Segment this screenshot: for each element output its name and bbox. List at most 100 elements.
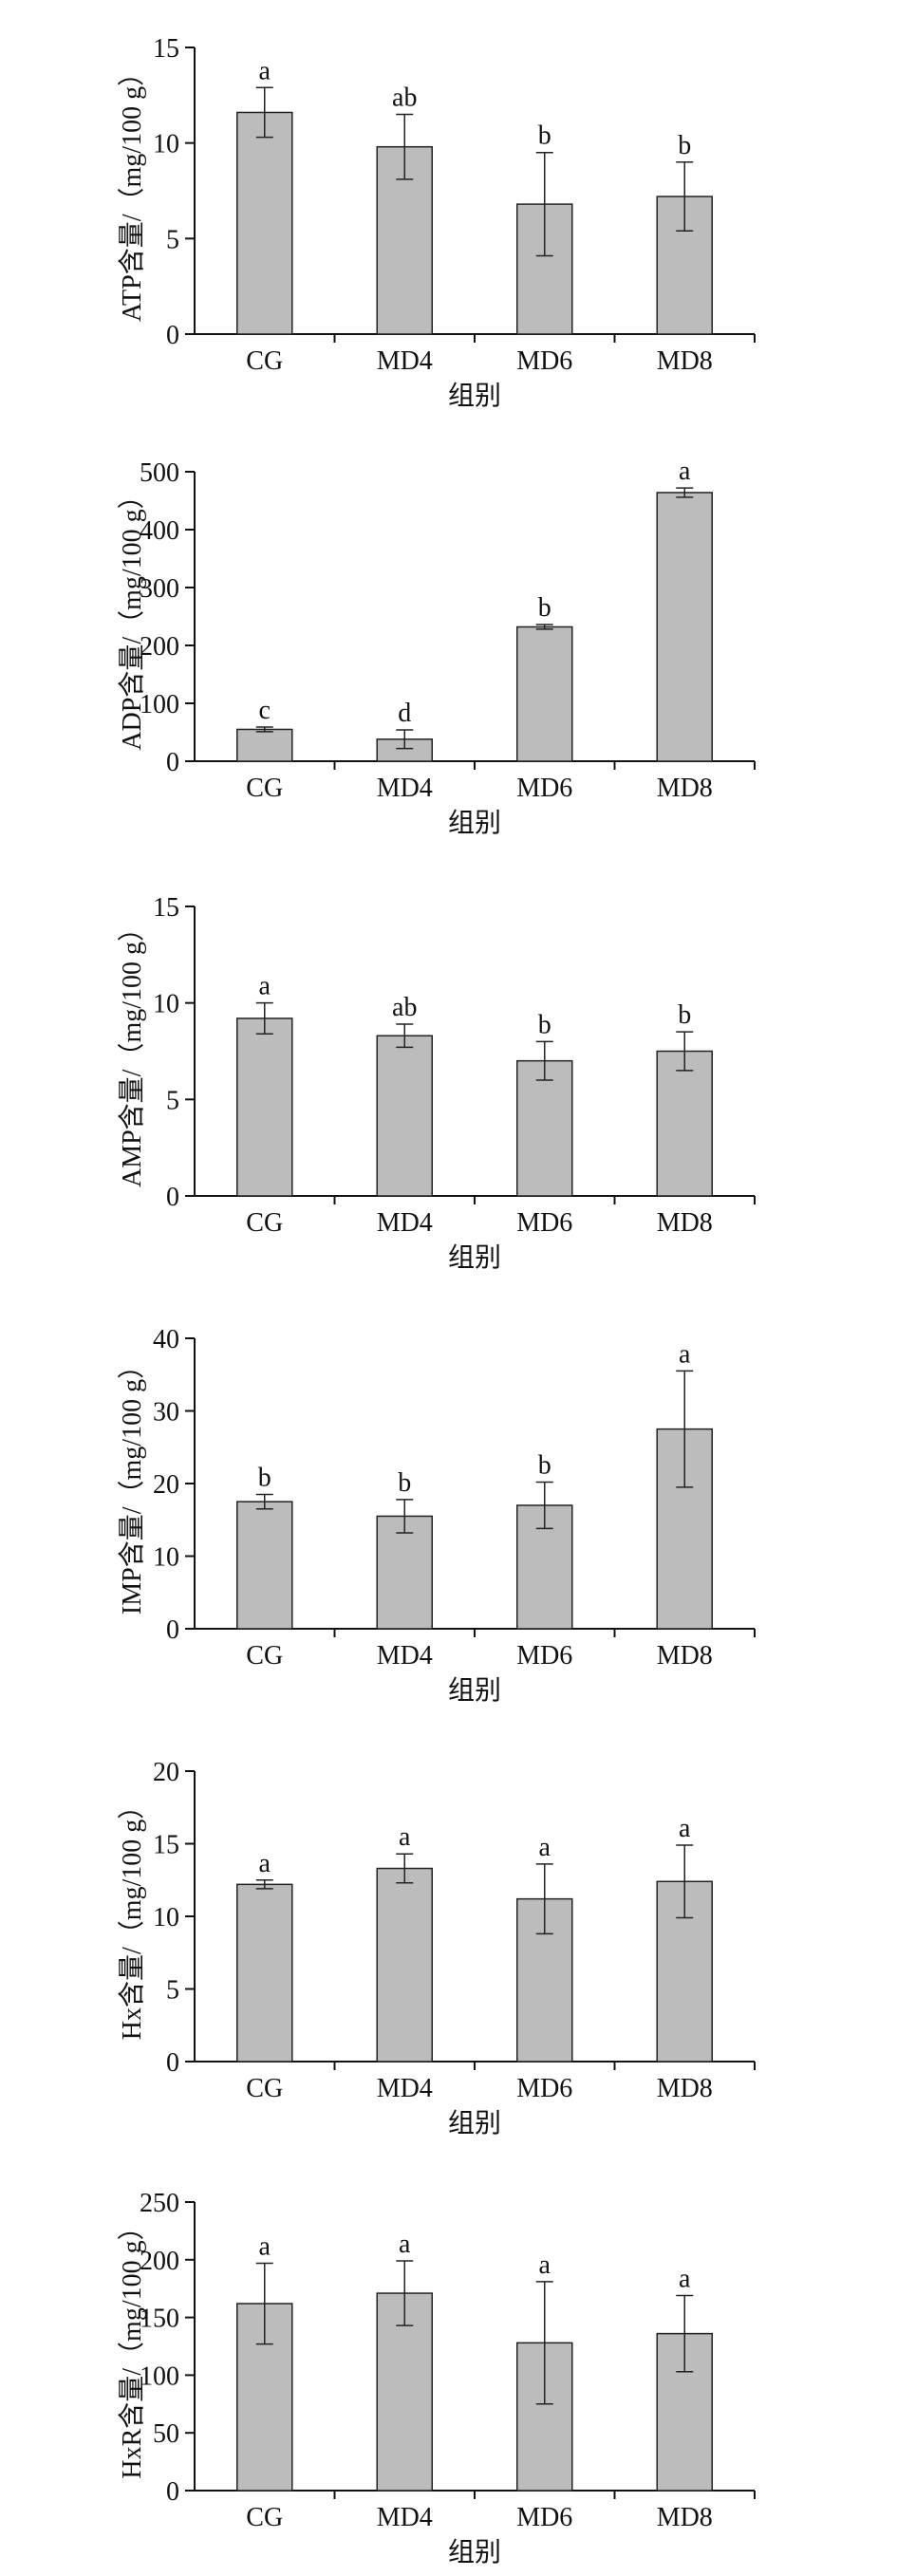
bar-md4 [376, 1035, 433, 1197]
bar-md8 [656, 492, 713, 762]
x-axis-title: 组别 [448, 1675, 501, 1706]
y-tick-label: 10 [153, 990, 179, 1019]
x-tick-label: MD8 [657, 2503, 713, 2532]
significance-label: b [538, 121, 551, 151]
x-tick-label: MD4 [377, 346, 433, 376]
y-tick-label: 5 [166, 1976, 179, 2006]
y-tick-label: 0 [166, 2477, 179, 2507]
x-tick-label: MD8 [657, 2074, 713, 2103]
bar-md8 [656, 1050, 713, 1197]
x-tick-label: CG [246, 774, 283, 803]
significance-label: b [538, 593, 551, 623]
bar-md4 [376, 145, 433, 335]
significance-label: ab [392, 993, 417, 1022]
y-tick-label: 0 [166, 1615, 179, 1645]
chart-2: 0 100 200 300 400 500 c CG d MD4 b MD6 a MD8 组别 ADP含量/（… [117, 457, 756, 838]
y-tick-label: 0 [166, 321, 179, 350]
x-tick-label: MD4 [377, 2074, 433, 2103]
significance-label: a [539, 1833, 551, 1862]
y-tick-label: 20 [153, 1470, 179, 1500]
y-tick-label: 50 [153, 2419, 179, 2449]
y-tick-label: 0 [166, 1183, 179, 1212]
x-tick-label: MD6 [516, 1208, 572, 1238]
y-tick-label: 0 [166, 2048, 179, 2078]
significance-label: b [538, 1010, 551, 1039]
significance-label: b [538, 1450, 551, 1480]
x-tick-label: CG [246, 1641, 283, 1671]
significance-label: a [259, 56, 271, 85]
x-axis-title: 组别 [448, 808, 501, 838]
significance-label: a [399, 1822, 411, 1852]
x-tick-label: CG [246, 1208, 283, 1238]
chart-5: 0 5 10 15 20 a CG a MD4 a MD6 a MD8 组别 Hx含量/（mg/100 g） [117, 1758, 756, 2138]
significance-label: a [679, 2264, 691, 2293]
y-axis-title: ADP含量/（mg/100 g） [117, 482, 147, 750]
significance-label: a [679, 1339, 691, 1369]
y-tick-label: 15 [153, 893, 179, 923]
y-tick-label: 200 [140, 632, 179, 662]
y-tick-label: 10 [153, 1903, 179, 1932]
x-tick-label: MD4 [377, 2503, 433, 2532]
x-tick-label: MD8 [657, 1208, 713, 1238]
x-tick-label: MD6 [516, 774, 572, 803]
bar-cg [236, 1883, 293, 2063]
x-tick-label: MD8 [657, 346, 713, 376]
chart-3: 0 5 10 15 a CG ab MD4 b MD6 b MD8 组别 AMP含量/（mg/100 g） [117, 893, 756, 1273]
significance-label: a [539, 2250, 551, 2280]
y-tick-label: 40 [153, 1325, 179, 1354]
x-tick-label: MD4 [377, 1641, 433, 1671]
x-tick-label: MD6 [516, 1641, 572, 1671]
y-tick-label: 5 [166, 1086, 179, 1115]
y-tick-label: 500 [140, 458, 179, 488]
significance-label: b [678, 131, 691, 160]
x-tick-label: MD6 [516, 346, 572, 376]
y-tick-label: 0 [166, 748, 179, 777]
chart-4: 0 10 20 30 40 b CG b MD4 b MD6 a MD8 组别 IMP含量/（mg/100 … [117, 1325, 756, 1706]
y-tick-label: 300 [140, 574, 179, 604]
x-axis-title: 组别 [448, 2108, 501, 2138]
bar-md6 [516, 625, 573, 762]
chart-6: 0 50 100 150 200 250 a CG a MD4 a MD6 a MD8 组别 HxR含量/（m… [117, 2189, 756, 2567]
y-tick-label: 400 [140, 516, 179, 546]
bar-cg [236, 728, 293, 762]
significance-label: b [258, 1463, 271, 1492]
y-tick-label: 150 [140, 2305, 179, 2334]
significance-label: a [679, 457, 691, 486]
bar-cg [236, 2303, 293, 2492]
x-tick-label: MD4 [377, 1208, 433, 1238]
x-tick-label: MD6 [516, 2074, 572, 2103]
significance-label: a [399, 2230, 411, 2259]
x-tick-label: CG [246, 2503, 283, 2532]
y-tick-label: 100 [140, 690, 179, 719]
y-tick-label: 20 [153, 1758, 179, 1787]
x-tick-label: CG [246, 346, 283, 376]
x-axis-title: 组别 [448, 381, 501, 411]
x-tick-label: CG [246, 2074, 283, 2103]
significance-label: d [398, 699, 411, 728]
bar-cg [236, 1017, 293, 1197]
significance-label: a [259, 1849, 271, 1878]
significance-label: a [679, 1814, 691, 1843]
y-axis-title: IMP含量/（mg/100 g） [117, 1353, 147, 1615]
significance-label: b [398, 1468, 411, 1498]
significance-label: b [678, 1000, 691, 1030]
y-axis-title: Hx含量/（mg/100 g） [117, 1793, 147, 2041]
x-tick-label: MD8 [657, 1641, 713, 1671]
y-tick-label: 15 [153, 1831, 179, 1860]
bar-cg [236, 1501, 293, 1630]
y-tick-label: 10 [153, 1543, 179, 1573]
y-tick-label: 10 [153, 130, 179, 159]
y-tick-label: 5 [166, 225, 179, 254]
significance-label: a [259, 2231, 271, 2261]
y-tick-label: 100 [140, 2361, 179, 2391]
y-tick-label: 250 [140, 2189, 179, 2218]
y-axis-title: AMP含量/（mg/100 g） [117, 915, 147, 1187]
y-tick-label: 200 [140, 2247, 179, 2276]
bar-md4 [376, 1515, 433, 1630]
significance-label: c [259, 696, 271, 725]
significance-label: ab [392, 83, 417, 112]
significance-label: a [259, 972, 271, 1001]
x-axis-title: 组别 [448, 2537, 501, 2567]
y-tick-label: 30 [153, 1398, 179, 1428]
